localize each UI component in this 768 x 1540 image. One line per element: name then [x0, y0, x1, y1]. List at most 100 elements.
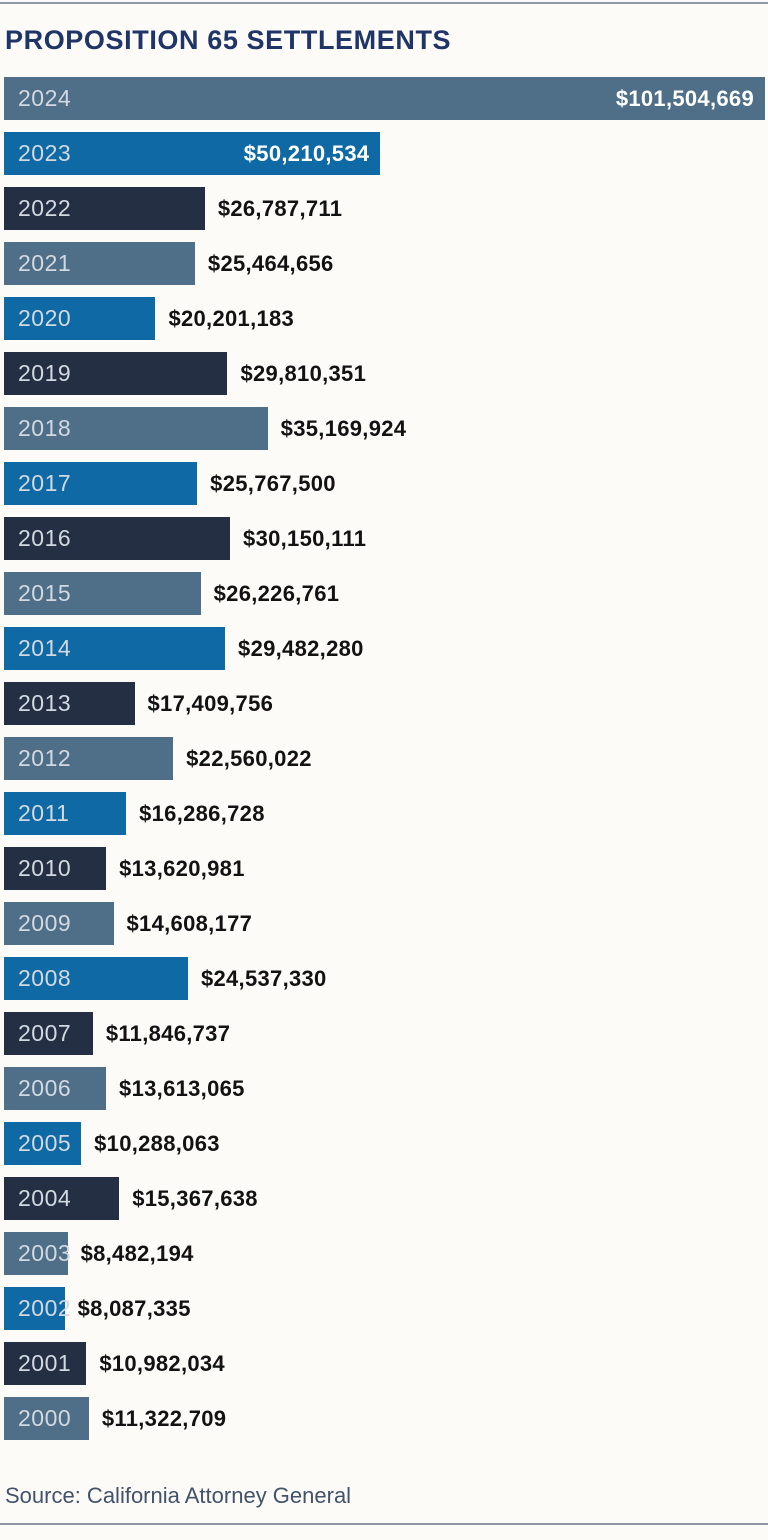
bar-year-label: 2005 [18, 1130, 72, 1156]
bar-row: 2016 $30,150,111 [4, 517, 765, 560]
bar-value-label: $8,482,194 [80, 1240, 194, 1266]
bar-value-label: $11,846,737 [105, 1020, 231, 1046]
bar: 2022 [4, 187, 205, 230]
bar-value-label: $26,787,711 [217, 195, 343, 221]
bar-year-label: 2000 [18, 1405, 72, 1431]
bar-row: 2007 $11,846,737 [4, 1012, 765, 1055]
bar: 2003 [4, 1232, 71, 1275]
bar-row: 2013 $17,409,756 [4, 682, 765, 725]
bar-value-label: $26,226,761 [213, 580, 340, 606]
bar-value-label: $10,288,063 [94, 1130, 220, 1156]
bar: 2014 [4, 627, 226, 670]
bar-year-label: 2008 [18, 965, 72, 991]
bar-value-label: $17,409,756 [147, 690, 274, 716]
bar-year-label: 2012 [18, 745, 72, 771]
bar: 2015 [4, 572, 201, 615]
bar-value-label: $13,613,065 [119, 1075, 245, 1101]
bar-value-label: $16,286,728 [139, 800, 265, 826]
bar-value-label: $29,482,280 [238, 635, 364, 661]
bar-year-label: 2006 [18, 1075, 72, 1101]
bar: 2007 [4, 1012, 93, 1055]
bar-year-label: 2002 [18, 1295, 72, 1321]
bar-value-label: $22,560,022 [186, 745, 312, 771]
bar-row: 2019 $29,810,351 [4, 352, 765, 395]
bottom-divider [0, 1523, 768, 1525]
top-divider [0, 2, 768, 4]
bar-year-label: 2022 [18, 195, 72, 221]
bar-row: 2005 $10,288,063 [4, 1122, 765, 1165]
bar: 2000 [4, 1397, 89, 1440]
bar-year-label: 2017 [18, 470, 72, 496]
bar: 2016 [4, 517, 231, 560]
bar-year-label: 2021 [18, 250, 72, 276]
bar: 2010 [4, 847, 107, 890]
bar: 2017 [4, 462, 198, 505]
bar-row: 2010 $13,620,981 [4, 847, 765, 890]
bar-row: 2003 $8,482,194 [4, 1232, 765, 1275]
bar-row: 2000 $11,322,709 [4, 1397, 765, 1440]
bar: 2011 [4, 792, 127, 835]
bar: 2006 [4, 1067, 107, 1110]
bar-row: 2020 $20,201,183 [4, 297, 765, 340]
bar-row: 2008 $24,537,330 [4, 957, 765, 1000]
bar: 2020 [4, 297, 156, 340]
bar-row: 2022 $26,787,711 [4, 187, 765, 230]
bar-year-label: 2024 [18, 85, 72, 111]
bar-year-label: 2019 [18, 360, 72, 386]
bar-value-label: $30,150,111 [243, 525, 367, 551]
bar: 2021 [4, 242, 195, 285]
page-title: PROPOSITION 65 SETTLEMENTS [5, 25, 452, 55]
bar-row: 2021 $25,464,656 [4, 242, 765, 285]
bar-value-label: $35,169,924 [280, 415, 407, 441]
bar-value-label: $8,087,335 [77, 1295, 191, 1321]
bar: 2019 [4, 352, 228, 395]
bar-year-label: 2016 [18, 525, 72, 551]
bar-row: 2017 $25,767,500 [4, 462, 765, 505]
bar-row: 2024 $101,504,669 [4, 77, 765, 120]
bar: 2012 [4, 737, 174, 780]
bar-year-label: 2010 [18, 855, 72, 881]
bar-row: 2015 $26,226,761 [4, 572, 765, 615]
bar-year-label: 2013 [18, 690, 72, 716]
bar: 2008 [4, 957, 188, 1000]
bar-value-label: $13,620,981 [119, 855, 245, 881]
bar: 2018 [4, 407, 268, 450]
bar-year-label: 2014 [18, 635, 72, 661]
bar-row: 2004 $15,367,638 [4, 1177, 765, 1220]
bar-value-label: $25,464,656 [207, 250, 334, 276]
bar-year-label: 2018 [18, 415, 72, 441]
bar-year-label: 2004 [18, 1185, 72, 1211]
bar-value-label: $14,608,177 [126, 910, 253, 936]
bar-row: 2014 $29,482,280 [4, 627, 765, 670]
bar-year-label: 2015 [18, 580, 72, 606]
bar-year-label: 2001 [18, 1350, 72, 1376]
bar-row: 2009 $14,608,177 [4, 902, 765, 945]
bar-value-label: $20,201,183 [168, 305, 295, 331]
bar-value-label: $29,810,351 [240, 360, 367, 386]
bar: 2013 [4, 682, 135, 725]
bar-row: 2001 $10,982,034 [4, 1342, 765, 1385]
bar-year-label: 2020 [18, 305, 72, 331]
bar: 2001 [4, 1342, 87, 1385]
source-attribution: Source: California Attorney General [5, 1483, 352, 1508]
bar-year-label: 2023 [18, 140, 72, 166]
bar: 2002 [4, 1287, 71, 1330]
bar: 2009 [4, 902, 114, 945]
bar-row: 2018 $35,169,924 [4, 407, 765, 450]
bar-value-label: $10,982,034 [99, 1350, 225, 1376]
bar-value-label: $11,322,709 [101, 1405, 227, 1431]
bar: 2004 [4, 1177, 120, 1220]
bar-year-label: 2011 [18, 800, 70, 826]
bar-value-label: $101,504,669 [615, 85, 754, 111]
bar-value-label: $25,767,500 [210, 470, 336, 496]
bar-value-label: $24,537,330 [200, 965, 327, 991]
bar-year-label: 2009 [18, 910, 72, 936]
bar-row: 2011 $16,286,728 [4, 792, 765, 835]
bar-value-label: $15,367,638 [132, 1185, 258, 1211]
bar: 2023 $50,210,534 [4, 132, 381, 175]
bar-chart: 2024 $101,504,669 2023 $50,210,534 2022 $26,7… [4, 77, 765, 1440]
bar-year-label: 2007 [18, 1020, 72, 1046]
bar-row: 2012 $22,560,022 [4, 737, 765, 780]
bar-row: 2002 $8,087,335 [4, 1287, 765, 1330]
bar-value-label: $50,210,534 [243, 140, 370, 166]
